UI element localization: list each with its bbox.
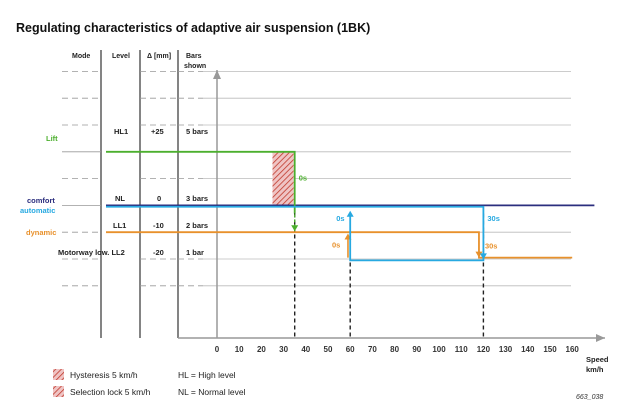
series-automatic-delay-label: 0s <box>336 214 344 223</box>
x-tick-label: 10 <box>235 345 244 354</box>
x-tick-label: 60 <box>346 345 355 354</box>
row-level-ll2: Motorway low. LL2 <box>58 248 125 257</box>
figure-code: 663_038 <box>576 394 603 401</box>
series-automatic-arrow-down <box>479 253 487 260</box>
plot-area: 0 10 20 30 40 50 60 70 80 90 100 110 120 130 140 150 160… <box>106 70 605 354</box>
row-delta-nl: 0 <box>157 194 161 203</box>
series-lift-delay-label: 0s <box>299 174 307 183</box>
x-tick-label: 80 <box>390 345 399 354</box>
x-tick-label: 90 <box>412 345 421 354</box>
row-delta-hl1: +25 <box>151 127 164 136</box>
series-dynamic-line <box>106 231 573 259</box>
series-dynamic-delay-label: 0s <box>332 241 340 250</box>
x-tick-label: 40 <box>301 345 310 354</box>
x-axis-label-line1: Speed <box>586 355 609 364</box>
x-tick-label: 120 <box>477 345 491 354</box>
row-bars-nl: 3 bars <box>186 194 208 203</box>
row-level-ll1: LL1 <box>113 221 126 230</box>
series-dynamic-arrow-down <box>475 251 483 258</box>
legend-swatch-selection-lock <box>53 386 64 397</box>
gridlines <box>62 71 571 287</box>
x-tick-label: 0 <box>215 345 220 354</box>
mode-label-comfort: comfort <box>27 196 55 205</box>
row-level-hl1: HL1 <box>114 127 128 136</box>
row-bars-ll2: 1 bar <box>186 248 204 257</box>
note-hl: HL = High level <box>178 370 236 380</box>
x-tick-label: 30 <box>279 345 288 354</box>
header-level: Level <box>112 53 130 60</box>
series-automatic-line <box>106 205 485 262</box>
header-bars-line2: shown <box>184 63 206 70</box>
x-axis-label-line2: km/h <box>586 365 604 374</box>
x-tick-label: 110 <box>455 345 468 354</box>
series-lift-arrow <box>291 225 299 232</box>
legend-label-hysteresis: Hysteresis 5 km/h <box>70 370 138 380</box>
x-tick-label: 140 <box>521 345 535 354</box>
legend-label-selection-lock: Selection lock 5 km/h <box>70 387 151 397</box>
hysteresis-block <box>272 151 294 207</box>
note-nl: NL = Normal level <box>178 387 246 397</box>
x-tick-label: 150 <box>543 345 557 354</box>
row-level-nl: NL <box>115 194 125 203</box>
x-tick-label: 50 <box>324 345 333 354</box>
row-delta-ll1: -10 <box>153 221 164 230</box>
row-delta-ll2: -20 <box>153 248 164 257</box>
header-delta: Δ [mm] <box>147 53 171 60</box>
mode-label-dynamic: dynamic <box>26 228 56 237</box>
mode-label-lift: Lift <box>46 134 58 143</box>
series-dynamic-delay-label: 30s <box>485 242 498 251</box>
x-tick-label: 130 <box>499 345 513 354</box>
header-bars-line1: Bars <box>186 53 202 60</box>
x-tick-label: 160 <box>566 345 580 354</box>
legend-swatch-hysteresis <box>53 369 64 380</box>
x-tick-label: 20 <box>257 345 266 354</box>
header-mode: Mode <box>72 53 90 60</box>
row-bars-ll1: 2 bars <box>186 221 208 230</box>
mode-label-automatic: automatic <box>20 206 55 215</box>
series-lift-line <box>106 150 296 214</box>
series-automatic-delay-label: 30s <box>487 214 500 223</box>
chart-title: Regulating characteristics of adaptive a… <box>16 21 371 35</box>
x-tick-label: 100 <box>432 345 446 354</box>
x-tick-label: 70 <box>368 345 377 354</box>
series-automatic-arrow-up <box>346 210 354 217</box>
row-bars-hl1: 5 bars <box>186 127 208 136</box>
